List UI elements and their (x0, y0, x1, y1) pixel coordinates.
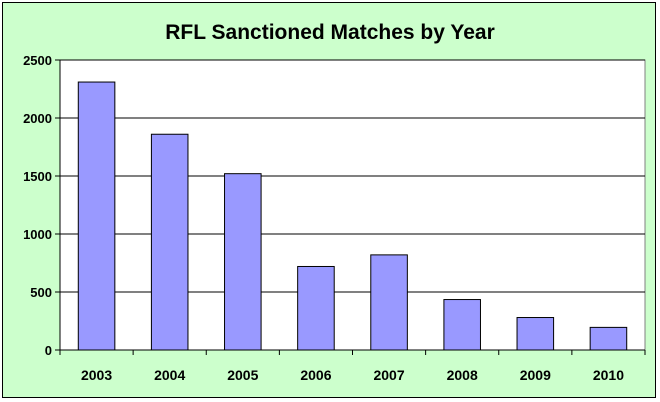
x-tick-label: 2009 (520, 367, 551, 383)
bar-2005 (224, 173, 262, 351)
bar-2006 (297, 265, 335, 351)
x-tick-label: 2005 (227, 367, 258, 383)
y-tick-label: 1000 (23, 227, 52, 242)
bar-chart: 0 500 1000 1500 2000 2500 2003 2004 2005 2006 2007… (23, 53, 646, 383)
bar-2010 (589, 326, 628, 351)
bar-2008 (443, 299, 481, 351)
bar-2009 (516, 317, 555, 351)
tick-labels: 0 500 1000 1500 2000 2500 2003 2004 2005 2006 2007… (23, 53, 624, 383)
bar-2007 (370, 254, 408, 351)
x-tick-label: 2007 (373, 367, 404, 383)
x-tick-label: 2008 (447, 367, 478, 383)
x-tick-label: 2003 (81, 367, 112, 383)
y-tick-label: 500 (30, 285, 52, 300)
y-tick-label: 1500 (23, 169, 52, 184)
bar-2003 (77, 81, 116, 351)
plot-area (59, 59, 646, 351)
y-tick-label: 2500 (23, 53, 52, 68)
gridlines (59, 59, 646, 351)
bars (77, 81, 628, 351)
x-tick-label: 2004 (154, 367, 185, 383)
x-tick-label: 2006 (300, 367, 331, 383)
x-tick-label: 2010 (593, 367, 624, 383)
chart-frame: RFL Sanctioned Matches by Year 0 500 1000 1… (2, 2, 656, 398)
chart-title: RFL Sanctioned Matches by Year (165, 21, 495, 44)
axes (55, 59, 646, 355)
y-tick-label: 0 (45, 343, 52, 358)
bar-2004 (150, 133, 189, 351)
y-tick-label: 2000 (23, 111, 52, 126)
